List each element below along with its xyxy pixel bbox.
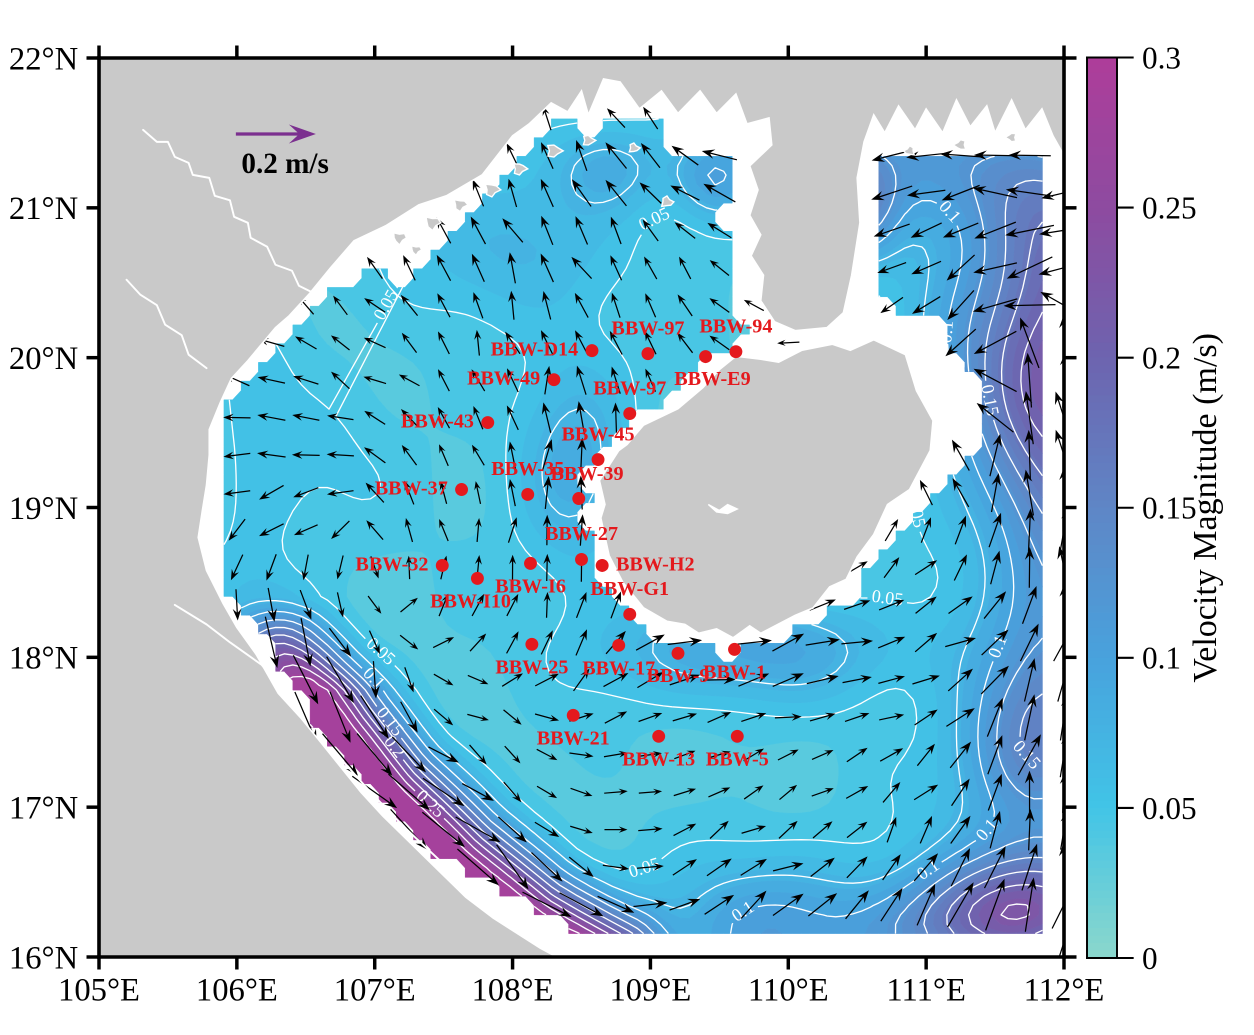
svg-text:0.1: 0.1 <box>1142 641 1181 676</box>
svg-text:BBW-37: BBW-37 <box>375 477 448 499</box>
svg-text:22°N: 22°N <box>9 41 78 77</box>
svg-text:BBW-32: BBW-32 <box>355 553 428 575</box>
svg-text:0.25: 0.25 <box>1142 190 1197 225</box>
svg-text:19°N: 19°N <box>9 491 78 527</box>
svg-text:106°E: 106°E <box>196 972 278 1008</box>
svg-text:109°E: 109°E <box>609 972 691 1008</box>
svg-text:BBW-1: BBW-1 <box>703 661 766 683</box>
svg-text:BBW-9: BBW-9 <box>647 665 710 687</box>
svg-text:BBW-5: BBW-5 <box>706 748 769 770</box>
svg-text:0.2: 0.2 <box>1142 341 1181 376</box>
svg-text:0.3: 0.3 <box>1142 40 1181 75</box>
svg-text:BBW-G1: BBW-G1 <box>590 578 669 600</box>
svg-text:21°N: 21°N <box>9 191 78 227</box>
svg-text:0.2 m/s: 0.2 m/s <box>241 148 328 180</box>
svg-text:BBW-97: BBW-97 <box>593 377 666 399</box>
svg-text:BBW-13: BBW-13 <box>622 748 695 770</box>
svg-text:BBW-35: BBW-35 <box>491 458 564 480</box>
svg-text:0: 0 <box>1142 941 1158 976</box>
svg-text:BBW-49: BBW-49 <box>467 368 540 390</box>
svg-text:BBW-43: BBW-43 <box>401 410 474 432</box>
svg-text:112°E: 112°E <box>1024 972 1105 1008</box>
svg-text:0.05: 0.05 <box>1142 791 1197 826</box>
svg-text:BBW-97: BBW-97 <box>611 317 684 339</box>
svg-text:111°E: 111°E <box>886 972 966 1008</box>
svg-text:16°N: 16°N <box>9 940 78 976</box>
svg-text:108°E: 108°E <box>472 972 554 1008</box>
svg-text:Velocity Magnitude (m/s): Velocity Magnitude (m/s) <box>1187 333 1224 683</box>
svg-text:BBW-45: BBW-45 <box>562 423 635 445</box>
svg-text:18°N: 18°N <box>9 641 78 677</box>
svg-text:17°N: 17°N <box>9 790 78 826</box>
svg-text:0.15: 0.15 <box>1142 491 1197 526</box>
svg-text:BBW-27: BBW-27 <box>545 523 618 545</box>
svg-text:BBW-H2: BBW-H2 <box>616 553 695 575</box>
svg-text:BBW-39: BBW-39 <box>550 463 623 485</box>
svg-text:105°E: 105°E <box>58 972 140 1008</box>
svg-text:BBW-E9: BBW-E9 <box>674 368 750 390</box>
svg-text:20°N: 20°N <box>9 341 78 377</box>
svg-text:BBW-D14: BBW-D14 <box>491 338 579 360</box>
svg-text:BBW-I6: BBW-I6 <box>495 575 566 597</box>
svg-text:BBW-94: BBW-94 <box>699 315 772 337</box>
svg-text:BBW-I10: BBW-I10 <box>430 590 511 612</box>
svg-text:0.1: 0.1 <box>935 320 957 344</box>
svg-text:BBW-21: BBW-21 <box>537 727 610 749</box>
svg-text:110°E: 110°E <box>748 972 829 1008</box>
svg-text:107°E: 107°E <box>334 972 416 1008</box>
svg-text:BBW-25: BBW-25 <box>495 656 568 678</box>
svg-text:BBW-17: BBW-17 <box>582 657 655 679</box>
